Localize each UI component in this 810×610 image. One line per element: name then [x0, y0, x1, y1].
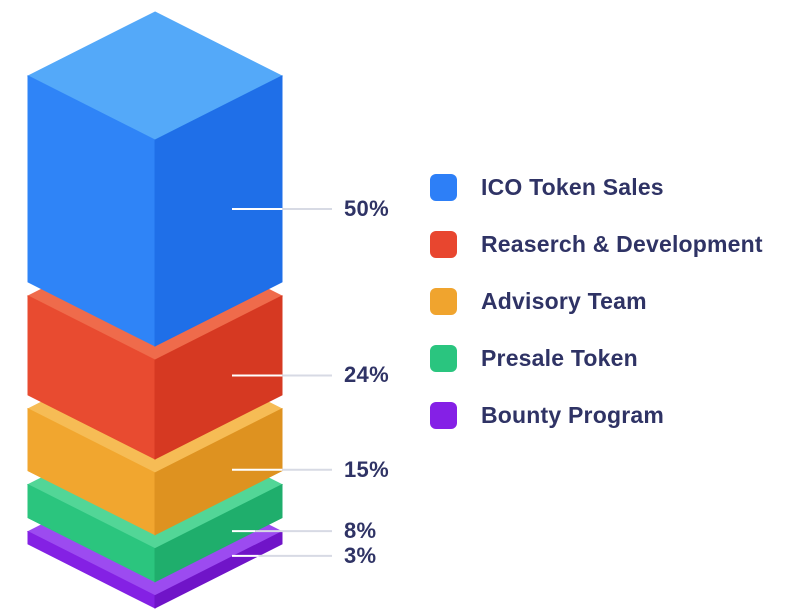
legend-label: Bounty Program [481, 402, 664, 428]
legend-label: Reaserch & Development [481, 231, 763, 257]
legend-label: ICO Token Sales [481, 174, 664, 200]
reaserch-development-right-face [154, 295, 283, 460]
legend-swatch [430, 345, 457, 372]
legend-item: ICO Token Sales [430, 174, 763, 201]
legend-swatch [430, 231, 457, 258]
legend: ICO Token Sales Reaserch & Development Adv… [430, 174, 763, 429]
legend-item: Reaserch & Development [430, 231, 763, 258]
legend-item: Bounty Program [430, 402, 763, 429]
presale-token-right-face [154, 483, 283, 583]
legend-item: Presale Token [430, 345, 763, 372]
legend-label: Advisory Team [481, 288, 647, 314]
legend-item: Advisory Team [430, 288, 763, 315]
bounty-program-right-face [154, 530, 283, 609]
legend-label: Presale Token [481, 345, 638, 371]
legend-swatch [430, 174, 457, 201]
legend-swatch [430, 402, 457, 429]
legend-swatch [430, 288, 457, 315]
ico-token-sales-right-face [154, 75, 283, 347]
advisory-team-right-face [154, 408, 283, 536]
